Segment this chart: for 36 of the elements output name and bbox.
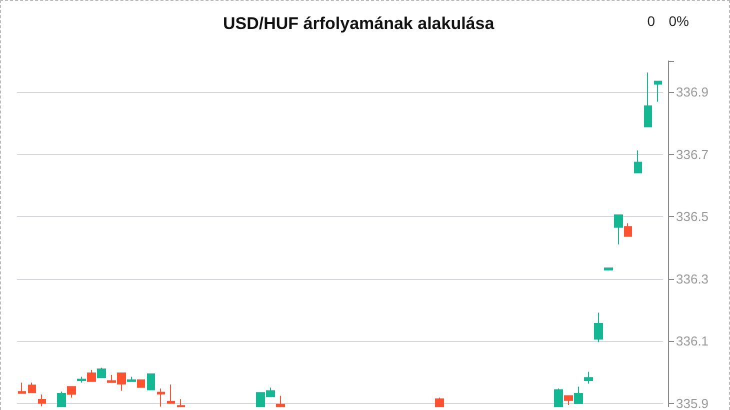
candlestick [127, 376, 136, 382]
candlestick [564, 395, 573, 406]
candlestick [167, 384, 175, 404]
candlestick [624, 222, 632, 237]
text: 0 [647, 13, 656, 29]
candlestick [584, 371, 593, 384]
candlestick [276, 395, 285, 408]
candlestick [28, 382, 36, 394]
candlestick [554, 388, 563, 408]
y-tick-label: 335.9 [676, 396, 709, 410]
y-tick-label: 336.9 [676, 84, 709, 100]
candlestick [614, 214, 623, 245]
candlestick [97, 367, 106, 378]
candlestick [147, 373, 155, 390]
y-tick-label: 336.1 [676, 334, 709, 349]
candlestick [77, 376, 86, 384]
candlestick [654, 80, 662, 102]
candlestick [87, 369, 96, 382]
candlestick [604, 268, 613, 270]
candlestick [57, 391, 66, 408]
candlestick [634, 150, 642, 174]
candlestick [137, 379, 145, 388]
candlestick [435, 397, 444, 408]
candlestick [177, 398, 185, 408]
candlestick [157, 388, 165, 408]
y-tick-label: 336.7 [676, 146, 709, 162]
y-tick-label: 336.3 [676, 271, 709, 286]
candlestick [18, 382, 26, 394]
candlestick [574, 386, 583, 404]
candlestick [594, 312, 603, 343]
text: 0% [668, 13, 689, 29]
candlestick [644, 72, 652, 128]
candlestick [67, 386, 76, 398]
y-tick-label: 336.5 [676, 209, 709, 224]
chart-title: USD/HUF árfolyamának alakulása [223, 14, 495, 33]
candlestick [38, 394, 46, 407]
